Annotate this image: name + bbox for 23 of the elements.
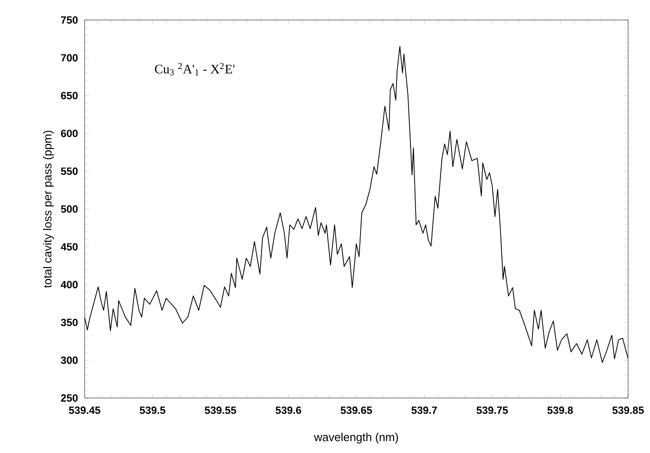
x-tick-label: 539.85 — [612, 406, 644, 414]
x-tick-label: 539.45 — [68, 406, 100, 414]
x-tick-label: 539.75 — [476, 406, 508, 414]
x-tick-label: 539.6 — [276, 406, 302, 414]
y-tick-label: 350 — [60, 318, 78, 326]
x-tick-label: 539.55 — [204, 406, 236, 414]
y-tick-label: 250 — [60, 394, 78, 402]
y-tick-label: 550 — [60, 168, 78, 175]
y-axis-title: total cavity loss per pass (ppm) — [43, 130, 54, 288]
y-tick-label: 600 — [61, 130, 78, 138]
y-tick-label: 700 — [61, 54, 78, 62]
y-tick-label: 500 — [60, 205, 78, 213]
x-tick-label: 539.8 — [547, 406, 573, 414]
y-tick-label: 400 — [60, 280, 78, 288]
annotation: Cu$_{3}$ $^{2}$A'$_{1}$ - X$^{2}$E' — [154, 62, 234, 76]
x-tick-label: 539.7 — [412, 406, 437, 414]
x-axis-title: wavelength (nm) — [314, 432, 398, 444]
x-tick-label: 539.65 — [340, 406, 372, 414]
x-tick-label: 539.5 — [140, 406, 166, 414]
y-tick-label: 750 — [61, 16, 78, 24]
y-tick-label: 650 — [61, 92, 78, 100]
y-tick-label: 450 — [60, 243, 78, 251]
y-tick-label: 300 — [60, 356, 78, 364]
